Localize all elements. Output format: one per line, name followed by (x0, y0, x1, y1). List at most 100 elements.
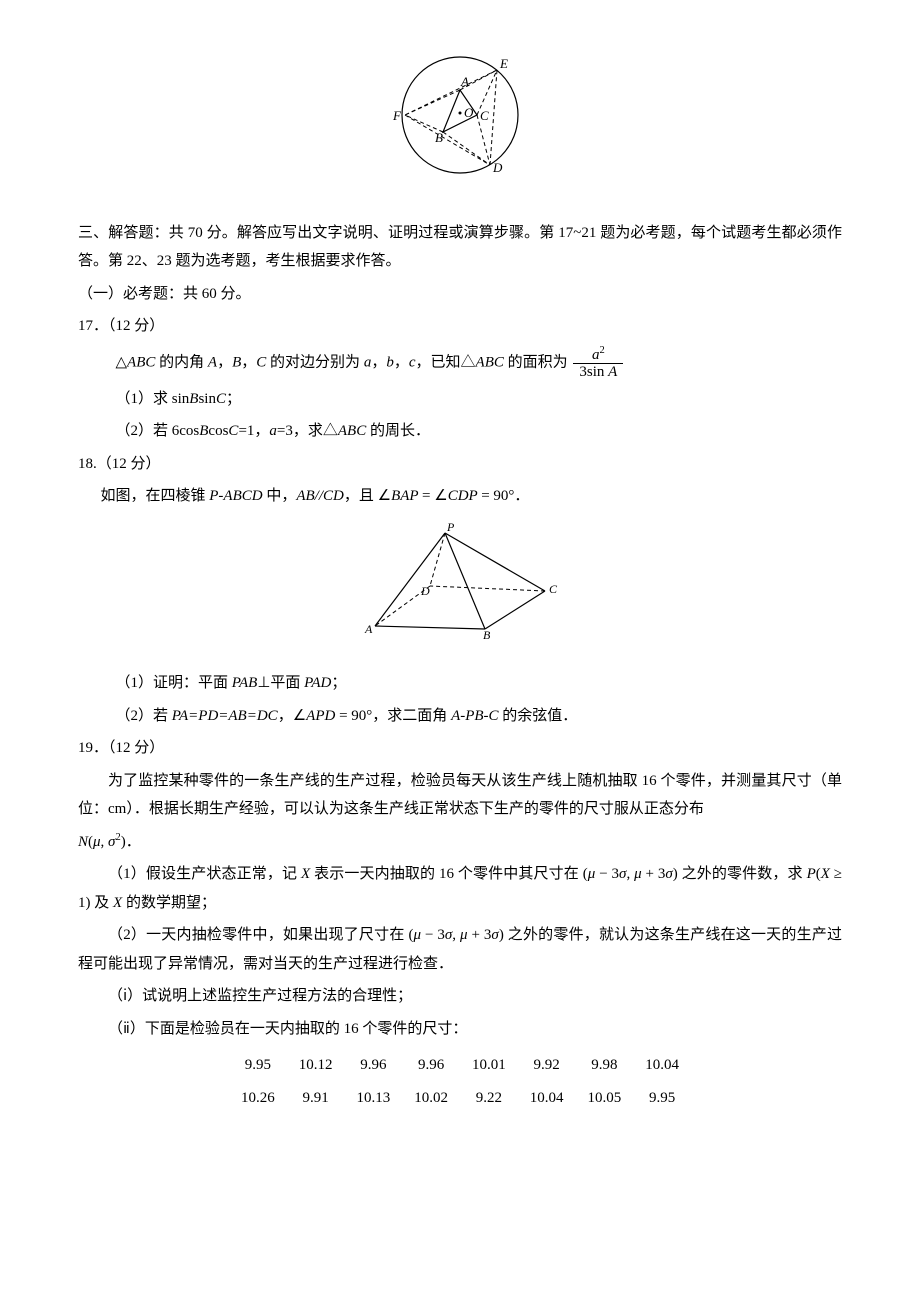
q19-sub2: （2）一天内抽检零件中，如果出现了尺寸在 (μ − 3σ, μ + 3σ) 之外… (78, 921, 842, 978)
svg-text:B: B (483, 628, 491, 641)
q17-header: 17．（12 分） (78, 312, 842, 341)
q19-normal-line: N(μ, σ2)． (78, 828, 842, 857)
q19-header: 19．（12 分） (78, 734, 842, 763)
q17-b: b (386, 354, 394, 370)
q18-apd: ∠APD = 90° (293, 708, 373, 724)
q19-sub2-i: （ⅰ）试说明上述监控生产过程方法的合理性； (78, 982, 842, 1011)
q17-sub1: （1）求 sinBsinC； (78, 385, 842, 414)
table-row: 10.269.9110.1310.029.2210.0410.059.95 (229, 1082, 691, 1115)
table-cell: 10.01 (460, 1049, 518, 1082)
q18-header: 18.（12 分） (78, 450, 842, 479)
q17-s2e: 的周长． (366, 423, 430, 439)
q17-t5: 的面积为 (504, 354, 572, 370)
table-cell: 9.98 (576, 1049, 634, 1082)
table-cell: 10.04 (633, 1049, 691, 1082)
q18-par: AB//CD (296, 488, 344, 504)
q17-c2: ， (241, 354, 256, 370)
q17-stem: △ABC 的内角 A，B，C 的对边分别为 a，b，c，已知△ABC 的面积为 … (78, 345, 842, 381)
q17-A: A (208, 354, 217, 370)
q19-s1d: 求 (788, 866, 807, 882)
table-cell: 10.04 (518, 1082, 576, 1115)
q17-c: c (409, 354, 416, 370)
table-row: 9.9510.129.969.9610.019.929.9810.04 (229, 1049, 691, 1082)
table-cell: 10.02 (402, 1082, 460, 1115)
q17-s2a: （2）若 6cos (116, 423, 200, 439)
q17-c4: ， (394, 354, 409, 370)
q18-sub1: （1）证明：平面 PAB⊥平面 PAD； (78, 669, 842, 698)
table-cell: 9.91 (287, 1082, 345, 1115)
figure-pyramid: P A B C D (78, 521, 842, 652)
q17-ABC1: ABC (127, 354, 155, 370)
q17-frac-den-A: A (608, 364, 617, 380)
circle-diagram-svg: A B C D E F O (385, 40, 535, 190)
q17-s2c: =1， (238, 423, 269, 439)
q18-sd: ． (514, 488, 529, 504)
q17-sub2: （2）若 6cosBcosC=1，a=3，求△ABC 的周长． (78, 417, 842, 446)
q18-s1a: （1）证明：平面 (116, 675, 232, 691)
svg-text:C: C (549, 582, 558, 596)
q19-interval1: (μ − 3σ, μ + 3σ) (583, 866, 678, 882)
q17-frac-num-sq: 2 (599, 345, 604, 356)
q18-PAB: PAB (232, 675, 258, 691)
section-3-heading: 三、解答题：共 70 分。解答应写出文字说明、证明过程或演算步骤。第 17~21… (78, 219, 842, 276)
q19-X1: X (301, 866, 310, 882)
q17-c3: ， (371, 354, 386, 370)
q18-s2b: ， (278, 708, 293, 724)
required-section-heading: （一）必考题：共 60 分。 (78, 280, 842, 309)
q19-sub1: （1）假设生产状态正常，记 X 表示一天内抽取的 16 个零件中其尺寸在 (μ … (78, 860, 842, 917)
q19-sub2-ii: （ⅱ）下面是检验员在一天内抽取的 16 个零件的尺寸： (78, 1015, 842, 1044)
q18-s2a: （2）若 (116, 708, 172, 724)
q19-s1a: （1）假设生产状态正常，记 (108, 866, 301, 882)
q18-stem: 如图，在四棱锥 P-ABCD 中，AB//CD，且 ∠BAP = ∠CDP = … (78, 482, 842, 511)
q19-interval2: (μ − 3σ, μ + 3σ) (408, 927, 503, 943)
svg-text:A: A (364, 622, 373, 636)
q19-s1b: 表示一天内抽取的 16 个零件中其尺寸在 (310, 866, 583, 882)
q18-pabcd: P-ABCD (209, 488, 262, 504)
svg-text:D: D (492, 160, 503, 175)
q17-C: C (256, 354, 266, 370)
svg-text:F: F (392, 108, 402, 123)
q17-c1: ， (217, 354, 232, 370)
q18-sub2: （2）若 PA=PD=AB=DC，∠APD = 90°，求二面角 A-PB-C … (78, 702, 842, 731)
svg-text:C: C (480, 108, 489, 123)
table-cell: 9.22 (460, 1082, 518, 1115)
table-cell: 9.95 (229, 1049, 287, 1082)
q19-X2: X (113, 895, 122, 911)
q19-data-table: 9.9510.129.969.9610.019.929.9810.0410.26… (229, 1049, 691, 1114)
q19-p1-text: 为了监控某种零件的一条生产线的生产过程，检验员每天从该生产线上随机抽取 16 个… (78, 773, 842, 818)
table-cell: 9.96 (402, 1049, 460, 1082)
q17-s1b: sin (198, 391, 216, 407)
q17-s2ABC: ABC (338, 423, 366, 439)
q18-s1c: ； (331, 675, 346, 691)
figure-circle-hexagon: A B C D E F O (78, 40, 842, 201)
q17-ABC2: ABC (476, 354, 504, 370)
table-cell: 9.95 (633, 1082, 691, 1115)
q19-s1c: 之外的零件数， (678, 866, 788, 882)
q18-APBC: A-PB-C (451, 708, 498, 724)
q19-normal: N(μ, σ2) (78, 834, 126, 850)
table-cell: 10.13 (345, 1082, 403, 1115)
table-cell: 9.92 (518, 1049, 576, 1082)
q17-tri1: △ (116, 354, 128, 370)
q18-s1b: ⊥平面 (257, 675, 304, 691)
svg-text:O: O (464, 105, 474, 120)
q17-t4: ，已知△ (416, 354, 476, 370)
svg-text:E: E (499, 56, 508, 71)
q17-s2d: =3，求△ (277, 423, 338, 439)
q18-angle-eq: ∠BAP = ∠CDP = 90° (378, 488, 515, 504)
q17-frac-den-3sin: 3sin (579, 364, 608, 380)
q18-s2c: ，求二面角 (372, 708, 451, 724)
q18-sb: 中， (263, 488, 297, 504)
q17-s1a: （1）求 sin (116, 391, 190, 407)
q17-s2C: C (228, 423, 238, 439)
q18-eqs: PA=PD=AB=DC (172, 708, 278, 724)
q17-s2b: cos (208, 423, 228, 439)
table-cell: 9.96 (345, 1049, 403, 1082)
q17-fraction: a2 3sin A (573, 345, 623, 381)
q17-s2a-var: a (269, 423, 277, 439)
q17-s1C: C (216, 391, 226, 407)
q19-para1: 为了监控某种零件的一条生产线的生产过程，检验员每天从该生产线上随机抽取 16 个… (78, 767, 842, 824)
q17-B: B (232, 354, 241, 370)
q17-s1c: ； (226, 391, 241, 407)
table-cell: 10.05 (576, 1082, 634, 1115)
